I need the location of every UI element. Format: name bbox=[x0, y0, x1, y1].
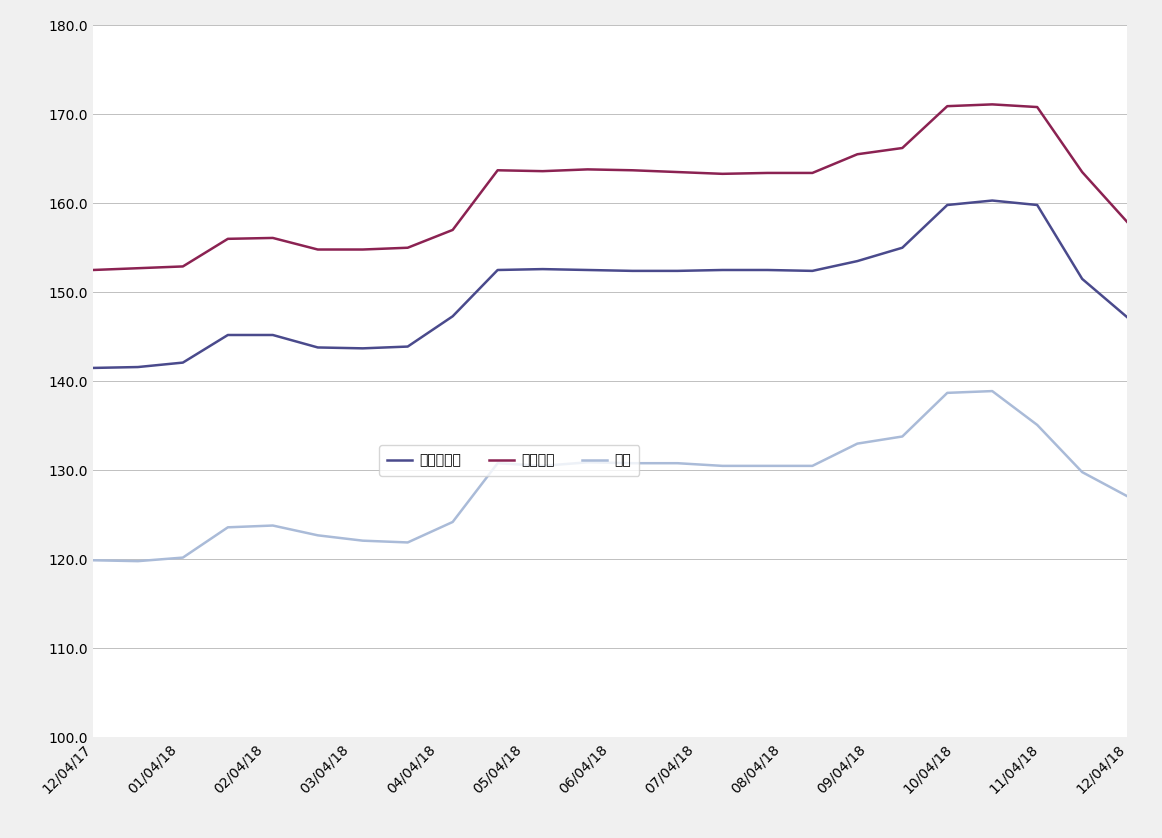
ハイオク bbox=[446, 225, 460, 235]
レギュラー bbox=[446, 311, 460, 321]
ハイオク bbox=[805, 168, 819, 178]
ハイオク bbox=[851, 149, 865, 159]
軽油 bbox=[716, 461, 730, 471]
ハイオク bbox=[985, 100, 999, 110]
軽油 bbox=[625, 458, 639, 468]
ハイオク bbox=[131, 263, 145, 273]
レギュラー bbox=[310, 343, 324, 353]
レギュラー bbox=[401, 342, 415, 352]
レギュラー bbox=[175, 358, 189, 368]
軽油 bbox=[490, 458, 504, 468]
ハイオク bbox=[716, 168, 730, 178]
Line: ハイオク: ハイオク bbox=[93, 105, 1127, 270]
軽油 bbox=[310, 530, 324, 541]
レギュラー bbox=[131, 362, 145, 372]
ハイオク bbox=[896, 143, 910, 153]
ハイオク bbox=[221, 234, 235, 244]
レギュラー bbox=[1075, 274, 1089, 284]
軽油 bbox=[356, 535, 370, 546]
軽油 bbox=[670, 458, 684, 468]
レギュラー bbox=[581, 265, 595, 275]
軽油 bbox=[805, 461, 819, 471]
レギュラー bbox=[536, 264, 550, 274]
レギュラー bbox=[716, 265, 730, 275]
Line: 軽油: 軽油 bbox=[93, 391, 1127, 561]
ハイオク bbox=[1075, 167, 1089, 177]
軽油 bbox=[760, 461, 774, 471]
軽油 bbox=[175, 552, 189, 562]
Legend: レギュラー, ハイオク, 軽油: レギュラー, ハイオク, 軽油 bbox=[379, 445, 639, 476]
レギュラー bbox=[490, 265, 504, 275]
軽油 bbox=[1031, 420, 1045, 430]
軽油 bbox=[1120, 491, 1134, 501]
ハイオク bbox=[536, 166, 550, 176]
軽油 bbox=[940, 388, 954, 398]
ハイオク bbox=[266, 233, 280, 243]
軽油 bbox=[1075, 467, 1089, 477]
レギュラー bbox=[221, 330, 235, 340]
レギュラー bbox=[940, 200, 954, 210]
ハイオク bbox=[670, 167, 684, 177]
ハイオク bbox=[940, 101, 954, 111]
ハイオク bbox=[1120, 217, 1134, 227]
軽油 bbox=[446, 517, 460, 527]
軽油 bbox=[985, 386, 999, 396]
レギュラー bbox=[805, 266, 819, 276]
ハイオク bbox=[401, 243, 415, 253]
ハイオク bbox=[356, 245, 370, 255]
Line: レギュラー: レギュラー bbox=[93, 200, 1127, 368]
軽油 bbox=[401, 537, 415, 547]
ハイオク bbox=[625, 165, 639, 175]
ハイオク bbox=[175, 261, 189, 272]
ハイオク bbox=[1031, 102, 1045, 112]
軽油 bbox=[131, 556, 145, 566]
ハイオク bbox=[86, 265, 100, 275]
レギュラー bbox=[985, 195, 999, 205]
ハイオク bbox=[581, 164, 595, 174]
軽油 bbox=[896, 432, 910, 442]
ハイオク bbox=[490, 165, 504, 175]
レギュラー bbox=[896, 243, 910, 253]
レギュラー bbox=[86, 363, 100, 373]
軽油 bbox=[86, 556, 100, 566]
軽油 bbox=[266, 520, 280, 530]
軽油 bbox=[581, 458, 595, 468]
軽油 bbox=[221, 522, 235, 532]
ハイオク bbox=[310, 245, 324, 255]
ハイオク bbox=[760, 168, 774, 178]
レギュラー bbox=[760, 265, 774, 275]
軽油 bbox=[536, 461, 550, 471]
軽油 bbox=[851, 438, 865, 448]
レギュラー bbox=[1120, 313, 1134, 323]
レギュラー bbox=[851, 256, 865, 266]
レギュラー bbox=[670, 266, 684, 276]
レギュラー bbox=[625, 266, 639, 276]
レギュラー bbox=[1031, 200, 1045, 210]
レギュラー bbox=[266, 330, 280, 340]
レギュラー bbox=[356, 344, 370, 354]
